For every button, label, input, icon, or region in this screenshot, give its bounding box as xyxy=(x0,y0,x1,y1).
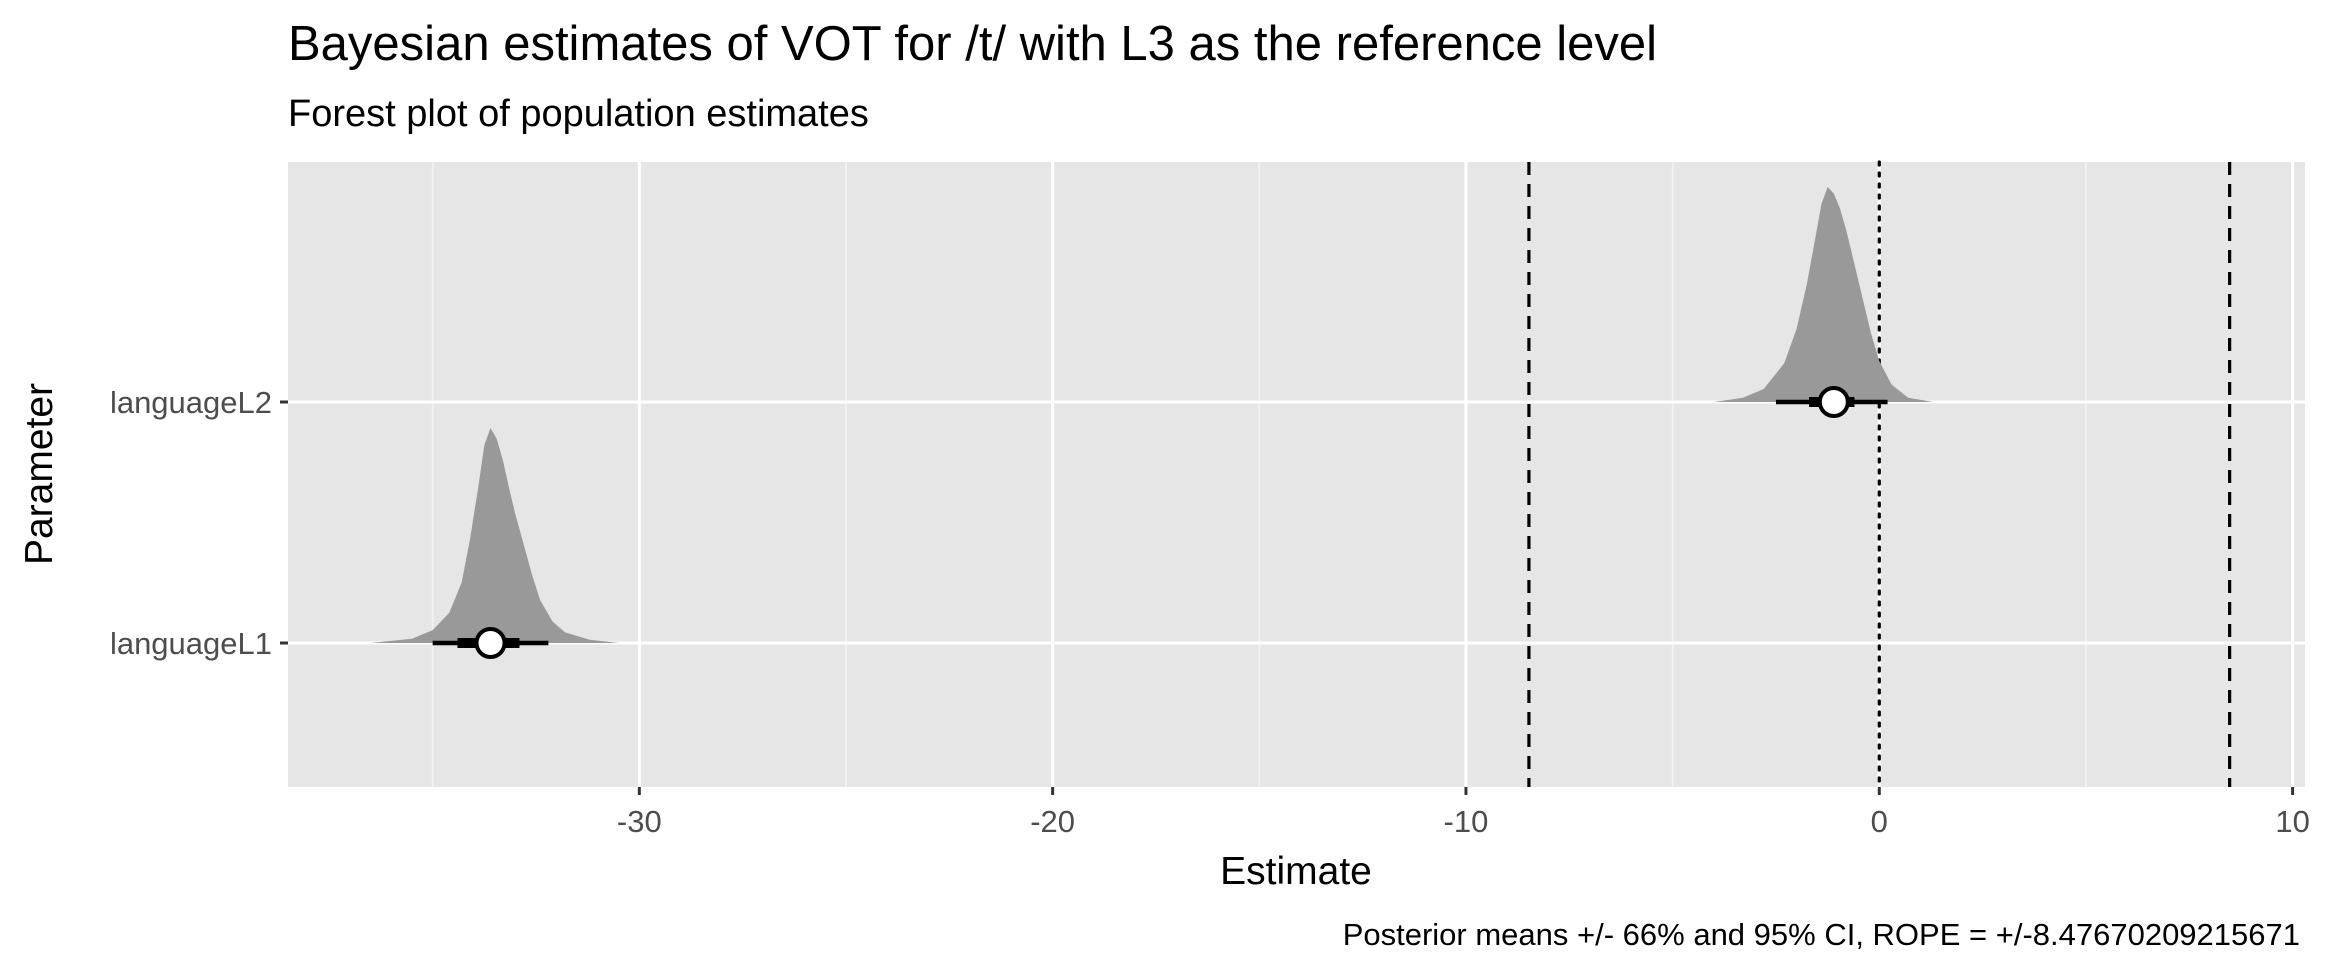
x-tick-label: -30 xyxy=(617,804,662,839)
y-tick-label: languageL2 xyxy=(110,385,272,420)
density-languageL2 xyxy=(1714,187,1933,402)
y-axis-title: Parameter xyxy=(18,383,61,565)
x-tick-label: 0 xyxy=(1871,804,1888,839)
y-tick-label: languageL1 xyxy=(110,626,272,661)
x-tick-label: -10 xyxy=(1444,804,1489,839)
plot-panel xyxy=(288,162,2305,787)
y-axis-ticks: languageL1 languageL2 xyxy=(110,385,288,661)
chart-subtitle: Forest plot of population estimates xyxy=(288,93,869,135)
minor-gridlines xyxy=(431,162,2087,787)
x-axis-ticks: -30 -20 -10 0 10 xyxy=(617,787,2310,839)
rope-lines xyxy=(1527,160,2232,789)
density-languageL1 xyxy=(370,428,619,643)
mean-point-languageL1 xyxy=(474,627,507,659)
chart-title: Bayesian estimates of VOT for /t/ with L… xyxy=(288,17,1657,71)
chart-caption: Posterior means +/- 66% and 95% CI, ROPE… xyxy=(1343,917,2300,952)
x-axis-title: Estimate xyxy=(1220,850,1372,893)
x-tick-label: -20 xyxy=(1030,804,1075,839)
posterior-densities xyxy=(370,187,1933,643)
credible-intervals xyxy=(432,386,1888,659)
major-gridlines-y xyxy=(288,400,2305,645)
x-tick-label: 10 xyxy=(2275,804,2309,839)
mean-point-languageL2 xyxy=(1817,386,1850,418)
